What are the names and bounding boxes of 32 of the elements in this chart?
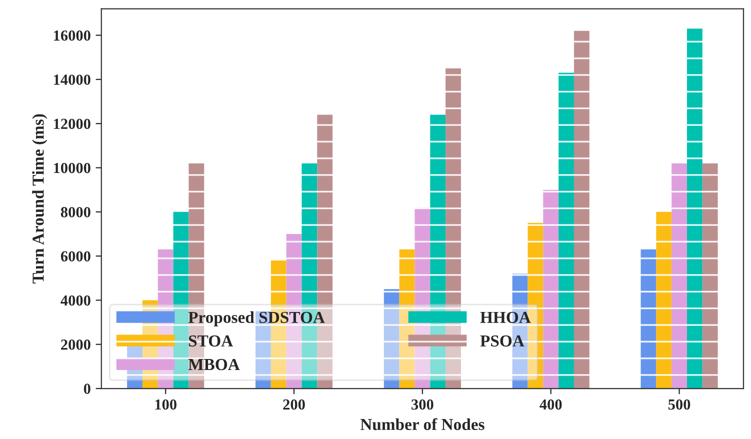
y-tick-label: 16000 (54, 30, 90, 41)
x-tick-label: 200 (283, 399, 305, 410)
y-tick-label: 2000 (61, 340, 90, 350)
y-tick-label: 8000 (60, 207, 90, 218)
bar (558, 72, 574, 389)
bar (574, 30, 590, 389)
bar (672, 163, 687, 389)
bar (543, 190, 559, 389)
bar (686, 28, 702, 389)
y-tick-label: 12000 (54, 118, 90, 130)
x-tick-label: 100 (155, 399, 176, 410)
bar (446, 68, 461, 389)
y-tick-label: 14000 (54, 74, 90, 85)
bar (399, 249, 415, 389)
x-tick-label: 300 (412, 399, 434, 410)
x-tick-label: 400 (540, 399, 562, 410)
legend-label: HHOA (480, 312, 531, 324)
legend-label: STOA (188, 335, 234, 347)
y-axis-title: Turn Around Time (ms) (32, 114, 48, 284)
bar (656, 212, 672, 389)
x-axis-title: Number of Nodes (360, 418, 484, 430)
y-tick-label: 4000 (60, 295, 90, 306)
y-tick-label: 6000 (60, 251, 90, 262)
bar (430, 114, 446, 389)
bar (173, 212, 189, 389)
bar (384, 289, 400, 389)
bar (702, 163, 718, 389)
y-tick-label: 10000 (54, 162, 90, 174)
bar (640, 249, 656, 389)
x-tick-label: 500 (668, 399, 690, 410)
legend-label: PSOA (480, 335, 524, 347)
y-tick-label: 0 (84, 384, 90, 394)
